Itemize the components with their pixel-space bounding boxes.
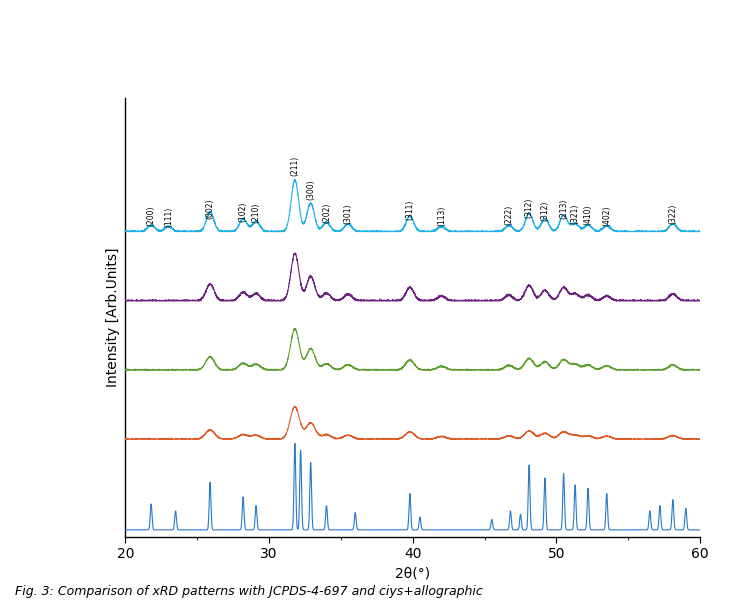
- Text: (322): (322): [668, 204, 677, 224]
- Text: (300): (300): [306, 179, 315, 199]
- Text: (213): (213): [559, 198, 568, 219]
- Text: (312): (312): [525, 198, 534, 218]
- Y-axis label: Intensity [Arb.Units]: Intensity [Arb.Units]: [105, 248, 119, 387]
- Text: (301): (301): [343, 204, 352, 224]
- Text: (222): (222): [505, 205, 514, 225]
- Text: (311): (311): [405, 199, 414, 220]
- Text: (202): (202): [322, 203, 331, 223]
- Text: (200): (200): [147, 206, 156, 226]
- Text: (211): (211): [290, 156, 299, 176]
- Text: Fig. 3: Comparison of xRD patterns with JCPDS-4-697 and ciys+allographic: Fig. 3: Comparison of xRD patterns with …: [15, 585, 483, 598]
- Text: (002): (002): [206, 199, 214, 220]
- Text: (402): (402): [602, 205, 611, 226]
- Text: (410): (410): [584, 204, 593, 225]
- X-axis label: 2θ(°): 2θ(°): [395, 567, 430, 581]
- Text: (210): (210): [251, 203, 261, 223]
- Text: (113): (113): [437, 206, 446, 226]
- Text: (102): (102): [239, 201, 248, 222]
- Text: (312): (312): [540, 201, 550, 221]
- Text: (321): (321): [570, 204, 579, 224]
- Text: (111): (111): [164, 206, 173, 226]
